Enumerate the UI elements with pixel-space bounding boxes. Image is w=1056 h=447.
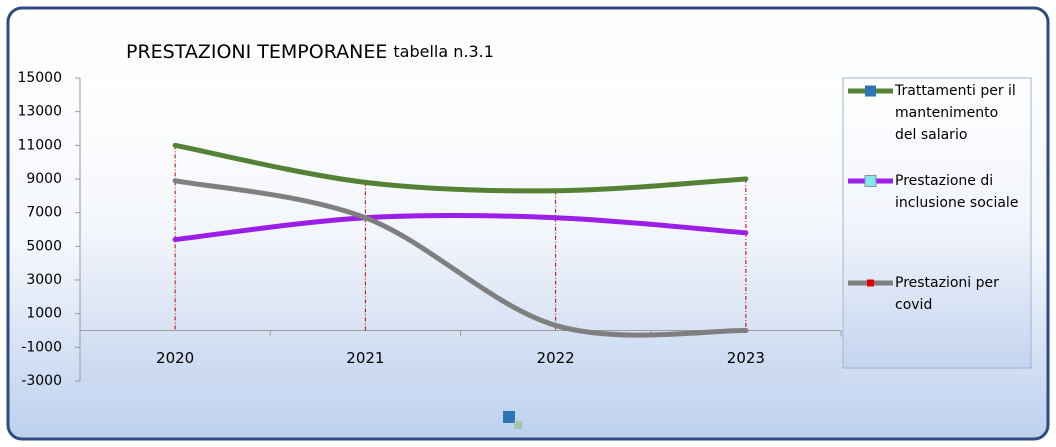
x-tick-label: 2020 (156, 349, 194, 367)
y-tick-label: 1000 (26, 306, 62, 322)
y-tick-label: 3000 (26, 272, 62, 288)
y-tick-label: 5000 (26, 238, 62, 254)
legend-label: Prestazione di inclusione sociale (895, 173, 1019, 211)
legend-marker (865, 85, 876, 97)
x-tick-label: 2021 (346, 349, 384, 367)
series-line (172, 142, 749, 194)
y-tick-label: 7000 (26, 205, 62, 221)
legend-label: Trattamenti per il mantenimento del sala… (895, 83, 1016, 143)
series-line (172, 212, 749, 243)
y-tick-label: 9000 (26, 171, 62, 187)
legend-box (842, 77, 1032, 369)
decor-square (514, 421, 522, 429)
y-tick-label: -3000 (21, 373, 62, 389)
y-tick-label: -1000 (21, 339, 62, 355)
y-tick-label: 13000 (17, 104, 62, 120)
series-line (172, 178, 749, 338)
decor-square (503, 411, 515, 423)
y-tick-label: 15000 (17, 70, 62, 86)
y-tick-label: 11000 (17, 137, 62, 153)
x-tick-label: 2022 (537, 349, 575, 367)
x-tick-label: 2023 (727, 349, 765, 367)
legend-marker (864, 175, 877, 187)
legend-label: Prestazioni per covid (895, 275, 999, 313)
legend-marker (867, 279, 874, 287)
chart-title: PRESTAZIONI TEMPORANEE tabella n.3.1 (126, 41, 494, 63)
